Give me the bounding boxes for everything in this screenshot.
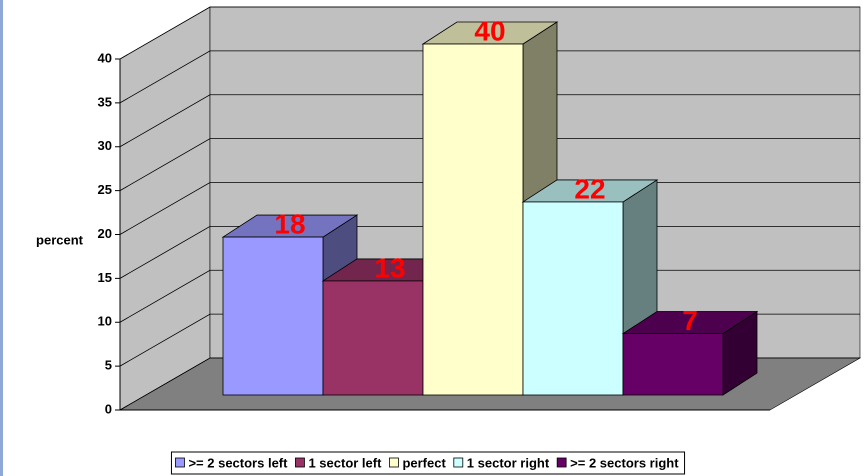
value-label: 7 — [682, 305, 698, 336]
value-label: 40 — [474, 15, 505, 46]
legend-label: >= 2 sectors left — [188, 455, 288, 470]
y-tick-label: 40 — [98, 50, 112, 65]
y-tick-label: 0 — [105, 401, 112, 416]
legend-swatch — [556, 457, 567, 468]
legend-label: >= 2 sectors right — [570, 455, 679, 470]
y-tick-label: 25 — [98, 182, 112, 197]
legend-swatch — [295, 457, 305, 468]
value-label: 18 — [274, 208, 305, 239]
bar — [222, 236, 324, 396]
legend-swatch — [175, 457, 185, 468]
grid-line — [119, 94, 860, 148]
y-tick-label: 15 — [98, 270, 112, 285]
y-tick-label: 30 — [98, 138, 112, 153]
value-label: 22 — [574, 173, 605, 204]
legend-swatch — [389, 457, 399, 468]
legend-label: perfect — [402, 455, 446, 470]
y-axis-label: percent — [36, 232, 84, 247]
grid-line — [119, 6, 860, 60]
edge-strip — [0, 0, 3, 476]
legend-box — [170, 451, 686, 475]
y-tick-label: 35 — [98, 94, 112, 109]
legend-label: 1 sector right — [467, 455, 550, 470]
bar — [522, 201, 624, 396]
bar — [422, 43, 524, 396]
legend-swatch — [453, 457, 464, 468]
legend-label: 1 sector left — [308, 455, 382, 470]
grid-line — [119, 138, 860, 191]
bar — [622, 333, 724, 396]
legend: >= 2 sectors left 1 sector left perfect 1 s… — [170, 451, 686, 475]
y-tick-label: 5 — [105, 358, 112, 373]
bar — [322, 280, 424, 396]
y-tick-label: 20 — [98, 226, 112, 241]
grid-line — [119, 50, 860, 104]
y-tick-label: 10 — [98, 314, 112, 329]
value-label: 13 — [374, 252, 405, 283]
